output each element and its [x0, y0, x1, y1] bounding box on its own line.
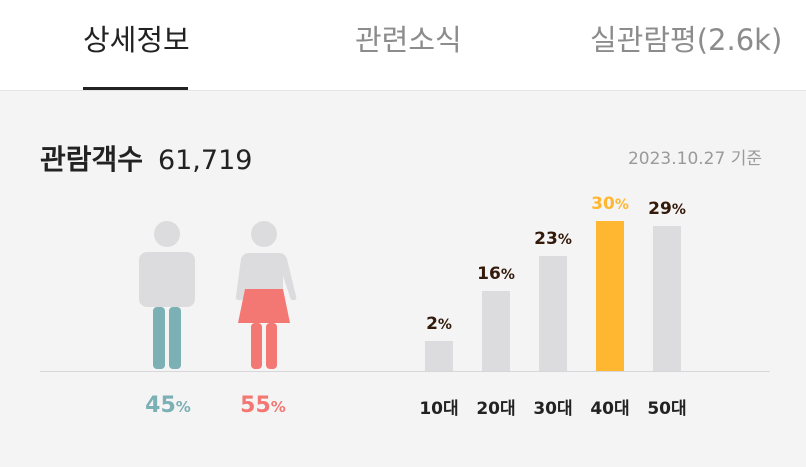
female-ratio-unit: % — [270, 398, 286, 416]
stats-date: 2023.10.27 기준 — [627, 149, 762, 169]
tab-news[interactable]: 관련소식 — [355, 23, 462, 57]
age-category-label: 40대 — [590, 399, 630, 419]
age-bar-value: 16% — [477, 264, 515, 284]
female-figure-icon — [235, 221, 297, 369]
audience-count-heading: 관람객수 61,719 — [40, 140, 252, 181]
age-bar-value: 30% — [591, 194, 629, 214]
audience-count-value: 61,719 — [157, 145, 253, 176]
age-bar-value: 2% — [426, 314, 452, 334]
age-category-label: 20대 — [476, 399, 516, 419]
male-figure-icon — [139, 221, 195, 369]
chart-baseline — [40, 371, 770, 372]
female-ratio-label: 55% — [228, 392, 298, 421]
age-category-label: 10대 — [419, 399, 459, 419]
age-bar — [482, 291, 510, 371]
tab-bar: 상세정보 관련소식 실관람평(2.6k) — [0, 0, 806, 91]
age-category-label: 30대 — [533, 399, 573, 419]
age-bar-value: 23% — [534, 229, 572, 249]
age-bar — [425, 341, 453, 371]
male-ratio-value: 45 — [145, 393, 176, 418]
age-bar — [539, 256, 567, 371]
male-ratio-unit: % — [175, 398, 191, 416]
age-category-label: 50대 — [647, 399, 687, 419]
age-bar-value: 29% — [648, 199, 686, 219]
active-tab-indicator — [83, 87, 188, 90]
tab-reviews[interactable]: 실관람평(2.6k) — [590, 23, 783, 57]
tab-details[interactable]: 상세정보 — [83, 23, 190, 57]
audience-count-label: 관람객수 — [40, 143, 144, 176]
female-ratio-value: 55 — [240, 393, 271, 418]
age-bar — [653, 226, 681, 371]
male-ratio-label: 45% — [133, 392, 203, 421]
age-bar — [596, 221, 624, 371]
